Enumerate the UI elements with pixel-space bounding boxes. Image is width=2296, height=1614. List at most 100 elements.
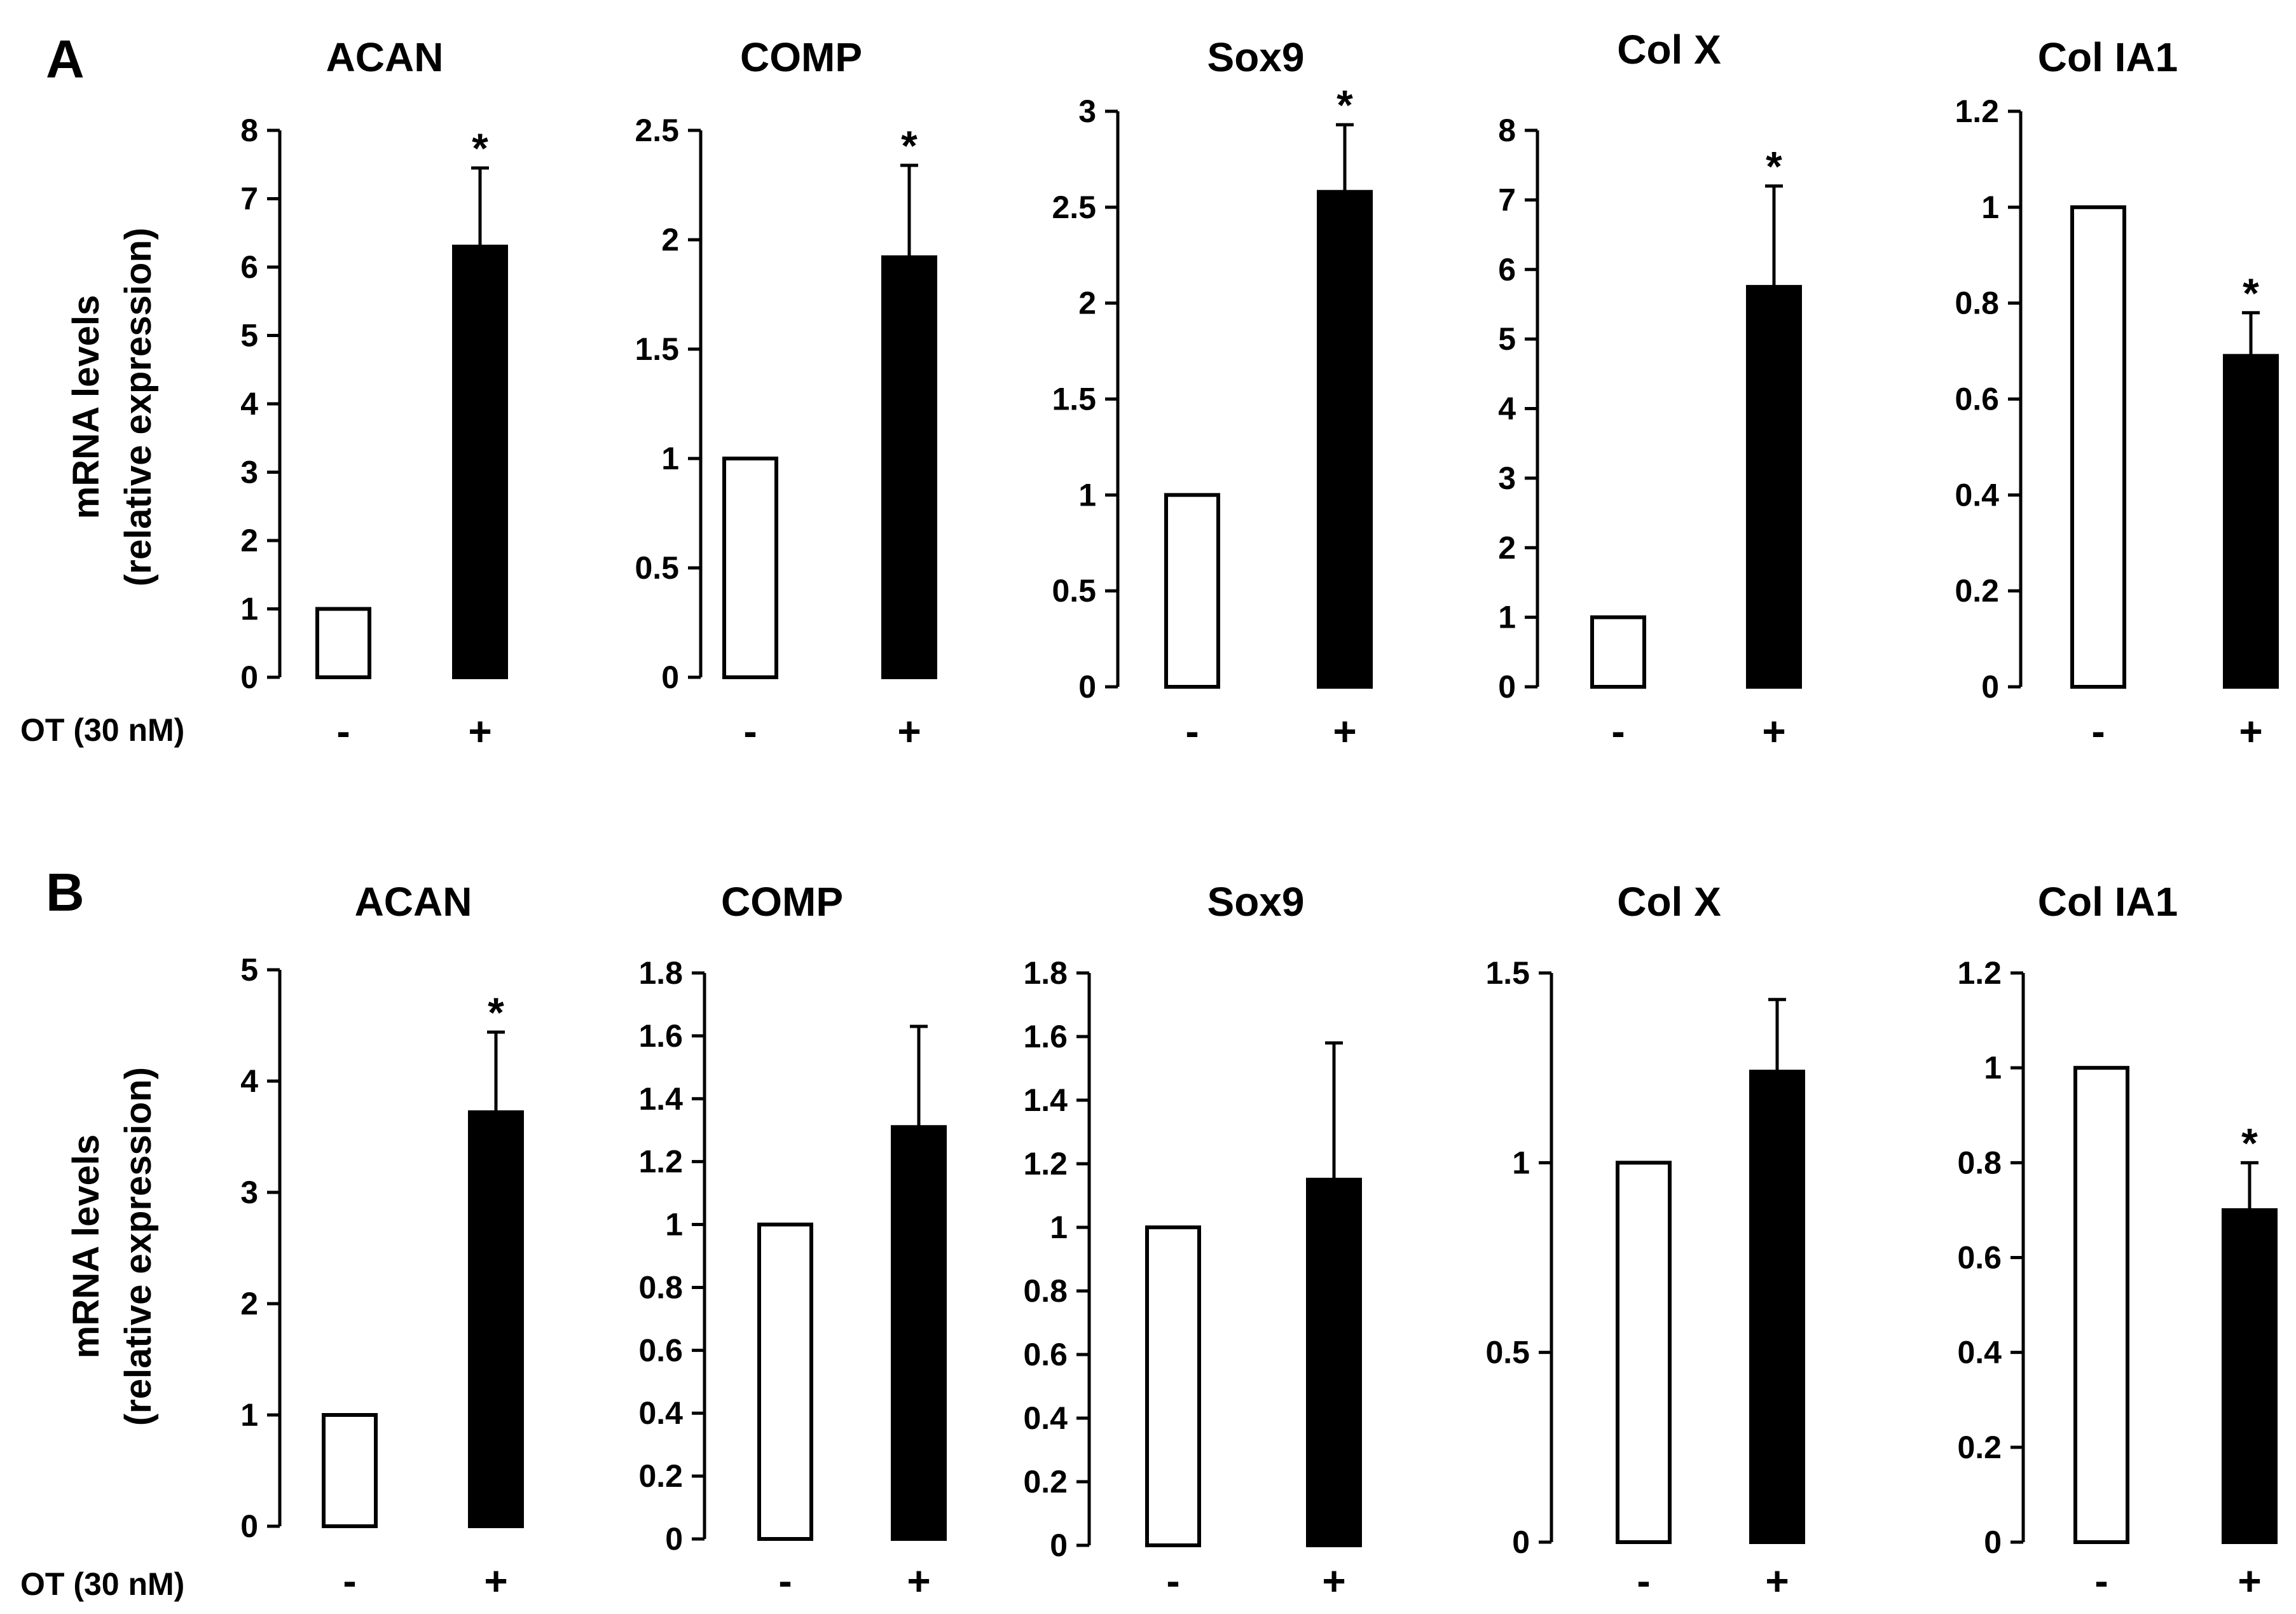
group-label-plus: + [1762, 708, 1785, 754]
y-axis-title-line2: (relative expression) [118, 228, 159, 586]
y-tick-label: 2 [1498, 530, 1516, 565]
y-tick-label: 0.6 [1955, 382, 1999, 417]
significance-star: * [1766, 143, 1782, 190]
bar-control [322, 1413, 378, 1528]
y-tick-label: 1.5 [1052, 382, 1096, 417]
bar-control [2070, 205, 2126, 689]
y-tick-label: 0.5 [635, 550, 679, 586]
y-tick-label: 0.5 [1052, 573, 1096, 609]
group-label-minus: - [2094, 1558, 2108, 1604]
bar-treated [452, 244, 508, 679]
y-tick-label: 0 [240, 1508, 258, 1544]
bar-chart-a-comp: COMP 0 0.5 1 1.5 2 2.5 - * + [635, 34, 937, 754]
chart-title: Sox9 [1207, 34, 1305, 80]
y-tick-label: 7 [240, 181, 258, 217]
bar-control [722, 457, 778, 679]
y-tick-label: 0.6 [1023, 1337, 1068, 1372]
panel-label-a: A [46, 29, 85, 89]
y-tick-label: 1.2 [1023, 1146, 1068, 1182]
chart-title: Col IA1 [2038, 879, 2178, 925]
y-tick-label: 0.2 [1957, 1430, 2002, 1465]
y-tick-label: 8 [1498, 113, 1516, 148]
y-tick-label: 1.8 [638, 955, 683, 991]
y-axis-title-line2: (relative expression) [118, 1067, 159, 1426]
y-tick-label: 1 [240, 591, 258, 627]
bar-chart-a-acan: ACAN 0 1 2 3 4 5 6 7 8 - * + [240, 34, 508, 754]
significance-star: * [1337, 81, 1353, 128]
chart-title: Col X [1617, 879, 1721, 925]
y-tick-label: 3 [240, 1175, 258, 1210]
y-tick-label: 1.4 [1023, 1082, 1068, 1118]
y-tick-label: 0.4 [638, 1395, 683, 1431]
y-tick-label: 1.5 [635, 331, 679, 367]
group-label-plus: + [1333, 708, 1356, 754]
bar-treated [1746, 285, 1802, 689]
y-tick-label: 2 [1078, 286, 1096, 321]
y-tick-label: 6 [1498, 252, 1516, 287]
y-tick-label: 3 [1078, 93, 1096, 129]
y-tick-label: 1 [1512, 1145, 1530, 1180]
bar-chart-b-col-x: Col X 0 0.5 1 1.5 - + [1485, 879, 1805, 1604]
y-tick-label: 0.2 [1023, 1464, 1068, 1500]
y-tick-label: 2 [661, 222, 679, 258]
bar-treated [1749, 1070, 1805, 1544]
chart-title: Col X [1617, 27, 1721, 72]
bar-chart-b-sox9: Sox9 0 0.2 0.4 0.6 0.8 1 1.2 1.4 1.6 1.8 - + [1023, 879, 1362, 1604]
bar-control [1590, 615, 1646, 689]
chart-title: ACAN [355, 879, 472, 925]
group-label-minus: - [2091, 708, 2105, 754]
bar-treated [1317, 190, 1373, 689]
bar-treated [468, 1110, 524, 1528]
bar-chart-b-comp: COMP 0 0.2 0.4 0.6 0.8 1 1.2 1.4 1.6 1.8 - + [638, 879, 947, 1604]
y-tick-label: 0.8 [1955, 286, 1999, 321]
significance-star: * [2241, 1119, 2258, 1166]
y-tick-label: 2.5 [635, 113, 679, 148]
y-tick-label: 1.6 [638, 1018, 683, 1054]
y-tick-label: 4 [1498, 391, 1516, 427]
y-tick-label: 0.6 [1957, 1240, 2002, 1276]
charts-container: ACAN 0 1 2 3 4 5 6 7 8 - * + COMP 0 0.5 1 1.5 2 2.5 - * + Sox9 0… [240, 27, 2279, 1604]
group-label-minus: - [336, 708, 350, 754]
bar-chart-b-col-ia1: Col IA1 0 0.2 0.4 0.6 0.8 1 1.2 - * + [1957, 879, 2278, 1604]
group-label-plus: + [907, 1558, 930, 1604]
bar-control [2073, 1066, 2129, 1544]
panel-label-b: B [46, 862, 85, 922]
bar-treated [881, 255, 937, 679]
significance-star: * [472, 125, 488, 172]
y-tick-label: 0.2 [638, 1458, 683, 1494]
treatment-label-b: OT (30 nM) [20, 1566, 184, 1602]
y-tick-label: 5 [240, 952, 258, 988]
group-label-minus: - [1185, 708, 1199, 754]
y-tick-label: 1 [1078, 477, 1096, 513]
y-tick-label: 2.5 [1052, 190, 1096, 225]
y-tick-label: 0 [665, 1521, 683, 1557]
group-label-plus: + [468, 708, 492, 754]
y-tick-label: 7 [1498, 182, 1516, 217]
y-tick-label: 0.6 [638, 1332, 683, 1368]
y-tick-label: 0 [1512, 1524, 1530, 1560]
y-tick-label: 1.2 [638, 1144, 683, 1180]
group-label-plus: + [1765, 1558, 1789, 1604]
group-label-minus: - [743, 708, 757, 754]
bar-treated [891, 1125, 947, 1542]
y-tick-label: 1.2 [1957, 955, 2002, 991]
y-tick-label: 5 [240, 318, 258, 354]
y-tick-label: 0 [240, 659, 258, 695]
bar-treated [2222, 1208, 2278, 1544]
y-tick-label: 5 [1498, 321, 1516, 357]
y-tick-label: 4 [240, 386, 258, 422]
y-tick-label: 1 [1981, 190, 1999, 225]
bar-chart-a-sox9: Sox9 0 0.5 1 1.5 2 2.5 3 - * + [1052, 34, 1373, 754]
y-tick-label: 0.8 [1957, 1145, 2002, 1180]
group-label-minus: - [1637, 1558, 1650, 1604]
y-tick-label: 0.8 [638, 1269, 683, 1305]
bar-control [757, 1222, 813, 1541]
y-tick-label: 0 [1078, 669, 1096, 705]
group-label-minus: - [343, 1558, 356, 1604]
bar-treated [1306, 1178, 1362, 1547]
group-label-minus: - [1611, 708, 1625, 754]
bar-chart-a-col-x: Col X 0 1 2 3 4 5 6 7 8 - * + [1498, 27, 1802, 754]
group-label-plus: + [1322, 1558, 1345, 1604]
y-tick-label: 1.5 [1485, 955, 1530, 991]
y-tick-label: 0.2 [1955, 573, 1999, 609]
